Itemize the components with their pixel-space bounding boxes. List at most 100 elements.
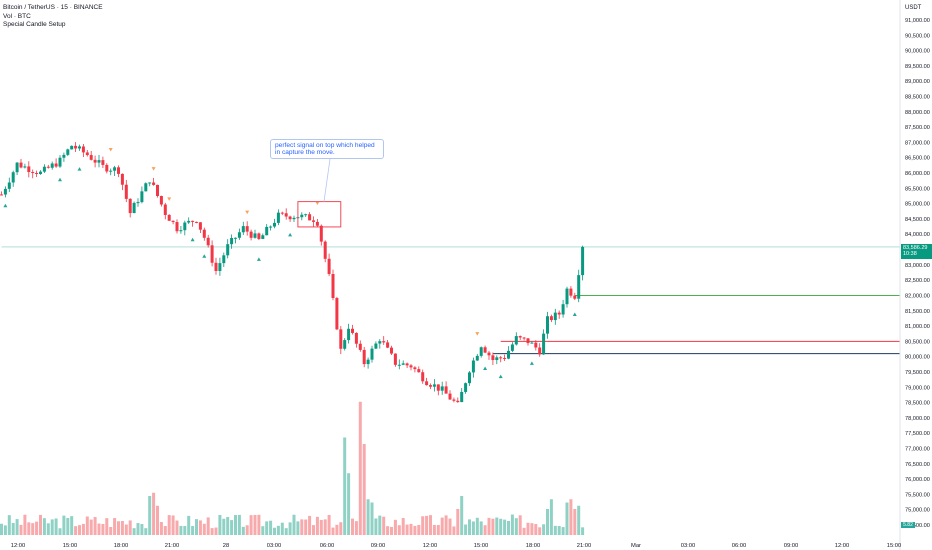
candle-body: [140, 191, 144, 203]
volume-bar: [331, 527, 335, 535]
candle-body: [117, 167, 120, 174]
volume-bar: [499, 518, 503, 535]
volume-bar: [171, 515, 175, 535]
annotation-callout[interactable]: perfect signal on top which helped in ca…: [270, 139, 384, 159]
volume-bar: [292, 514, 296, 535]
volume-bar: [429, 515, 432, 535]
volume-bar: [397, 525, 401, 535]
candle-body: [280, 212, 284, 214]
volume-bar: [78, 525, 81, 535]
symbol-title[interactable]: Bitcoin / TetherUS · 15 · BINANCE: [3, 4, 103, 11]
buy-signal-marker: [58, 177, 62, 182]
candle-body: [413, 367, 417, 370]
candle-body: [327, 258, 331, 275]
volume-bar: [257, 514, 261, 535]
buy-signal-marker: [3, 203, 8, 208]
y-tick-label: 90,500.00: [905, 33, 930, 39]
x-tick-label: 09:00: [784, 543, 799, 549]
candle-body: [62, 154, 66, 158]
candle-body: [581, 246, 585, 276]
volume-bar: [15, 519, 19, 535]
y-tick-label: 75,000.00: [905, 508, 930, 514]
candle-body: [97, 160, 101, 163]
candle-body: [152, 182, 156, 185]
x-tick-label: 09:00: [371, 543, 386, 549]
candle-body: [15, 162, 19, 173]
volume-bar: [460, 496, 464, 535]
candle-body: [81, 146, 85, 153]
candle-body: [187, 220, 191, 223]
volume-bar: [569, 499, 573, 535]
y-tick-label: 86,000.00: [905, 171, 930, 177]
candle-body: [378, 341, 382, 344]
volume-bar: [390, 526, 393, 535]
y-tick-label: 80,500.00: [905, 339, 930, 345]
volume-bar: [518, 515, 522, 535]
y-tick-label: 85,500.00: [905, 186, 930, 192]
volume-label[interactable]: Vol · BTC: [3, 12, 31, 20]
candle-body: [288, 216, 292, 220]
buy-signal-marker: [190, 237, 195, 242]
candle-body: [148, 182, 152, 184]
y-tick-label: 87,500.00: [905, 125, 930, 131]
volume-bar: [581, 527, 585, 535]
volume-bar: [573, 509, 577, 535]
volume-bar: [319, 519, 323, 535]
candle-body: [483, 347, 487, 353]
last-price-value: 83,586.29: [903, 244, 928, 251]
candle-body: [347, 328, 351, 341]
currency-label[interactable]: USDT: [905, 5, 922, 11]
candle-body: [66, 149, 70, 155]
y-tick-label: 78,500.00: [905, 401, 930, 407]
candle-body: [553, 312, 557, 321]
candle-body: [549, 316, 553, 321]
volume-bar: [495, 517, 499, 535]
volume-bar: [89, 519, 93, 535]
candle-body: [85, 152, 89, 156]
candle-body: [39, 171, 42, 174]
candle-body: [128, 198, 132, 214]
candle-body: [393, 353, 397, 365]
y-tick-label: 89,500.00: [905, 64, 930, 70]
candle-body: [210, 245, 214, 263]
volume-bar: [351, 518, 354, 535]
volume-bar: [222, 518, 226, 535]
volume-bar: [245, 525, 249, 535]
candle-body: [315, 221, 319, 226]
volume-bar: [468, 519, 471, 535]
volume-bar: [136, 523, 140, 535]
candle-body: [198, 222, 202, 230]
candle-body: [417, 369, 421, 373]
volume-bar: [530, 523, 534, 535]
volume-bar: [280, 522, 284, 535]
y-tick-label: 77,500.00: [905, 431, 930, 437]
volume-bar: [343, 437, 347, 535]
volume-bar: [522, 527, 526, 535]
candle-body: [487, 352, 491, 356]
candle-body: [113, 167, 117, 171]
y-tick-label: 78,000.00: [905, 416, 930, 422]
candle-body: [132, 202, 136, 214]
buy-signal-marker: [288, 232, 293, 237]
volume-bar: [440, 517, 444, 535]
candle-body: [218, 263, 222, 271]
candle-body: [468, 372, 471, 384]
volume-bar: [62, 515, 66, 535]
volume-bar: [54, 518, 58, 535]
candle-body: [105, 164, 109, 172]
volume-bar: [23, 514, 27, 535]
volume-bar: [553, 525, 557, 535]
indicator-label[interactable]: Special Candle Setup: [3, 21, 66, 28]
volume-bar: [354, 521, 358, 535]
time-axis[interactable]: 12:00 15:00 18:00 21:00 28 03:00 06:00 09:00 12:…: [11, 543, 902, 549]
price-axis[interactable]: 74,500.00 75,000.00 75,500.00 76,000.00 76,5…: [899, 0, 930, 550]
volume-bar: [483, 525, 487, 535]
buy-signal-marker: [529, 361, 534, 365]
y-tick-label: 80,000.00: [905, 355, 930, 361]
volume-bar: [269, 520, 273, 535]
y-tick-label: 84,000.00: [905, 232, 930, 238]
candle-body: [156, 184, 159, 197]
volume-bar: [491, 518, 495, 535]
candle-body: [319, 225, 323, 242]
